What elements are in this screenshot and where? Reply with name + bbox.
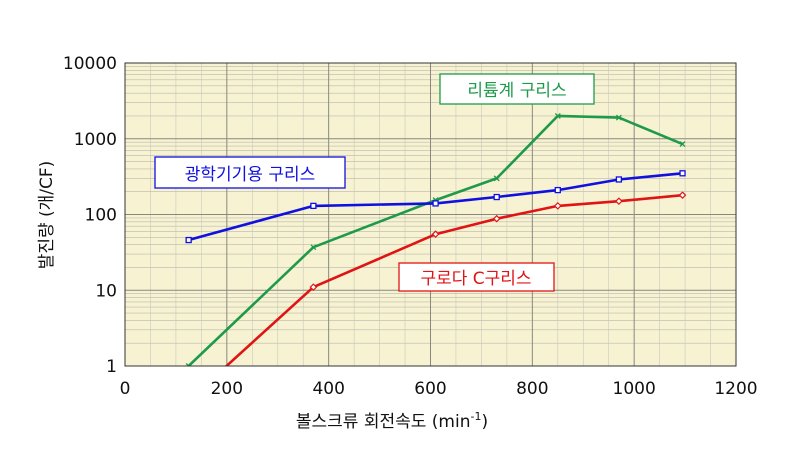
x-tick-label: 1000 [613, 379, 656, 399]
data-point [679, 170, 686, 177]
x-tick-labels: 0 200 400 600 800 1000 1200 [120, 379, 758, 399]
plot-frame [124, 62, 737, 367]
y-tick-labels: 1 10 100 1000 10000 [63, 54, 117, 377]
data-point [678, 191, 687, 200]
data-point [553, 202, 562, 210]
data-point [615, 197, 623, 206]
legend-kuroda-c-grease-label: 구로다 C구리스 [420, 269, 531, 289]
x-axis-title-main: 볼스크류 회전속도 (min [296, 412, 471, 432]
data-point [615, 176, 623, 183]
data-point [185, 363, 192, 366]
y-tick-label: 10000 [63, 54, 117, 74]
data-point [310, 202, 317, 210]
x-axis-title-superscript: -1 [471, 410, 482, 423]
series-layer [185, 112, 687, 392]
legend-lithium-grease: 리튬계 구리스 [439, 73, 595, 105]
legend-lithium-grease-label: 리튬계 구리스 [467, 81, 566, 101]
data-point [310, 244, 317, 251]
x-tick-label: 800 [516, 379, 548, 399]
data-point [309, 283, 318, 291]
x-tick-label: 1200 [714, 379, 757, 399]
y-tick-label: 1000 [74, 130, 117, 150]
data-point [431, 230, 440, 239]
legend-kuroda-c-grease: 구로다 C구리스 [398, 262, 555, 292]
data-point [615, 114, 622, 121]
data-point [554, 112, 561, 119]
data-point [185, 236, 192, 244]
y-tick-label: 1 [106, 357, 117, 377]
data-point [198, 386, 204, 392]
y-axis-title: 발진량 (개/CF) [37, 161, 57, 270]
data-point [492, 214, 501, 223]
data-point [493, 193, 500, 201]
legend-optical-grease: 광학기기용 구리스 [154, 156, 346, 189]
x-tick-label: 200 [211, 379, 243, 399]
legend-optical-grease-label: 광학기기용 구리스 [185, 165, 316, 185]
legend-optical-grease-box [154, 156, 346, 189]
y-tick-label: 10 [95, 281, 117, 301]
x-tick-label: 0 [120, 379, 131, 399]
legend-lithium-grease-box [439, 73, 595, 105]
data-point [679, 141, 686, 148]
data-point [493, 175, 500, 182]
data-point [554, 186, 561, 194]
x-axis-title: 볼스크류 회전속도 (min-1) [296, 410, 488, 432]
legend-kuroda-c-grease-box [398, 262, 555, 292]
y-tick-label: 100 [85, 206, 117, 226]
x-tick-label: 400 [312, 379, 344, 399]
x-tick-label: 600 [414, 379, 446, 399]
data-point [432, 200, 439, 207]
x-axis-title-suffix: ) [481, 412, 488, 432]
